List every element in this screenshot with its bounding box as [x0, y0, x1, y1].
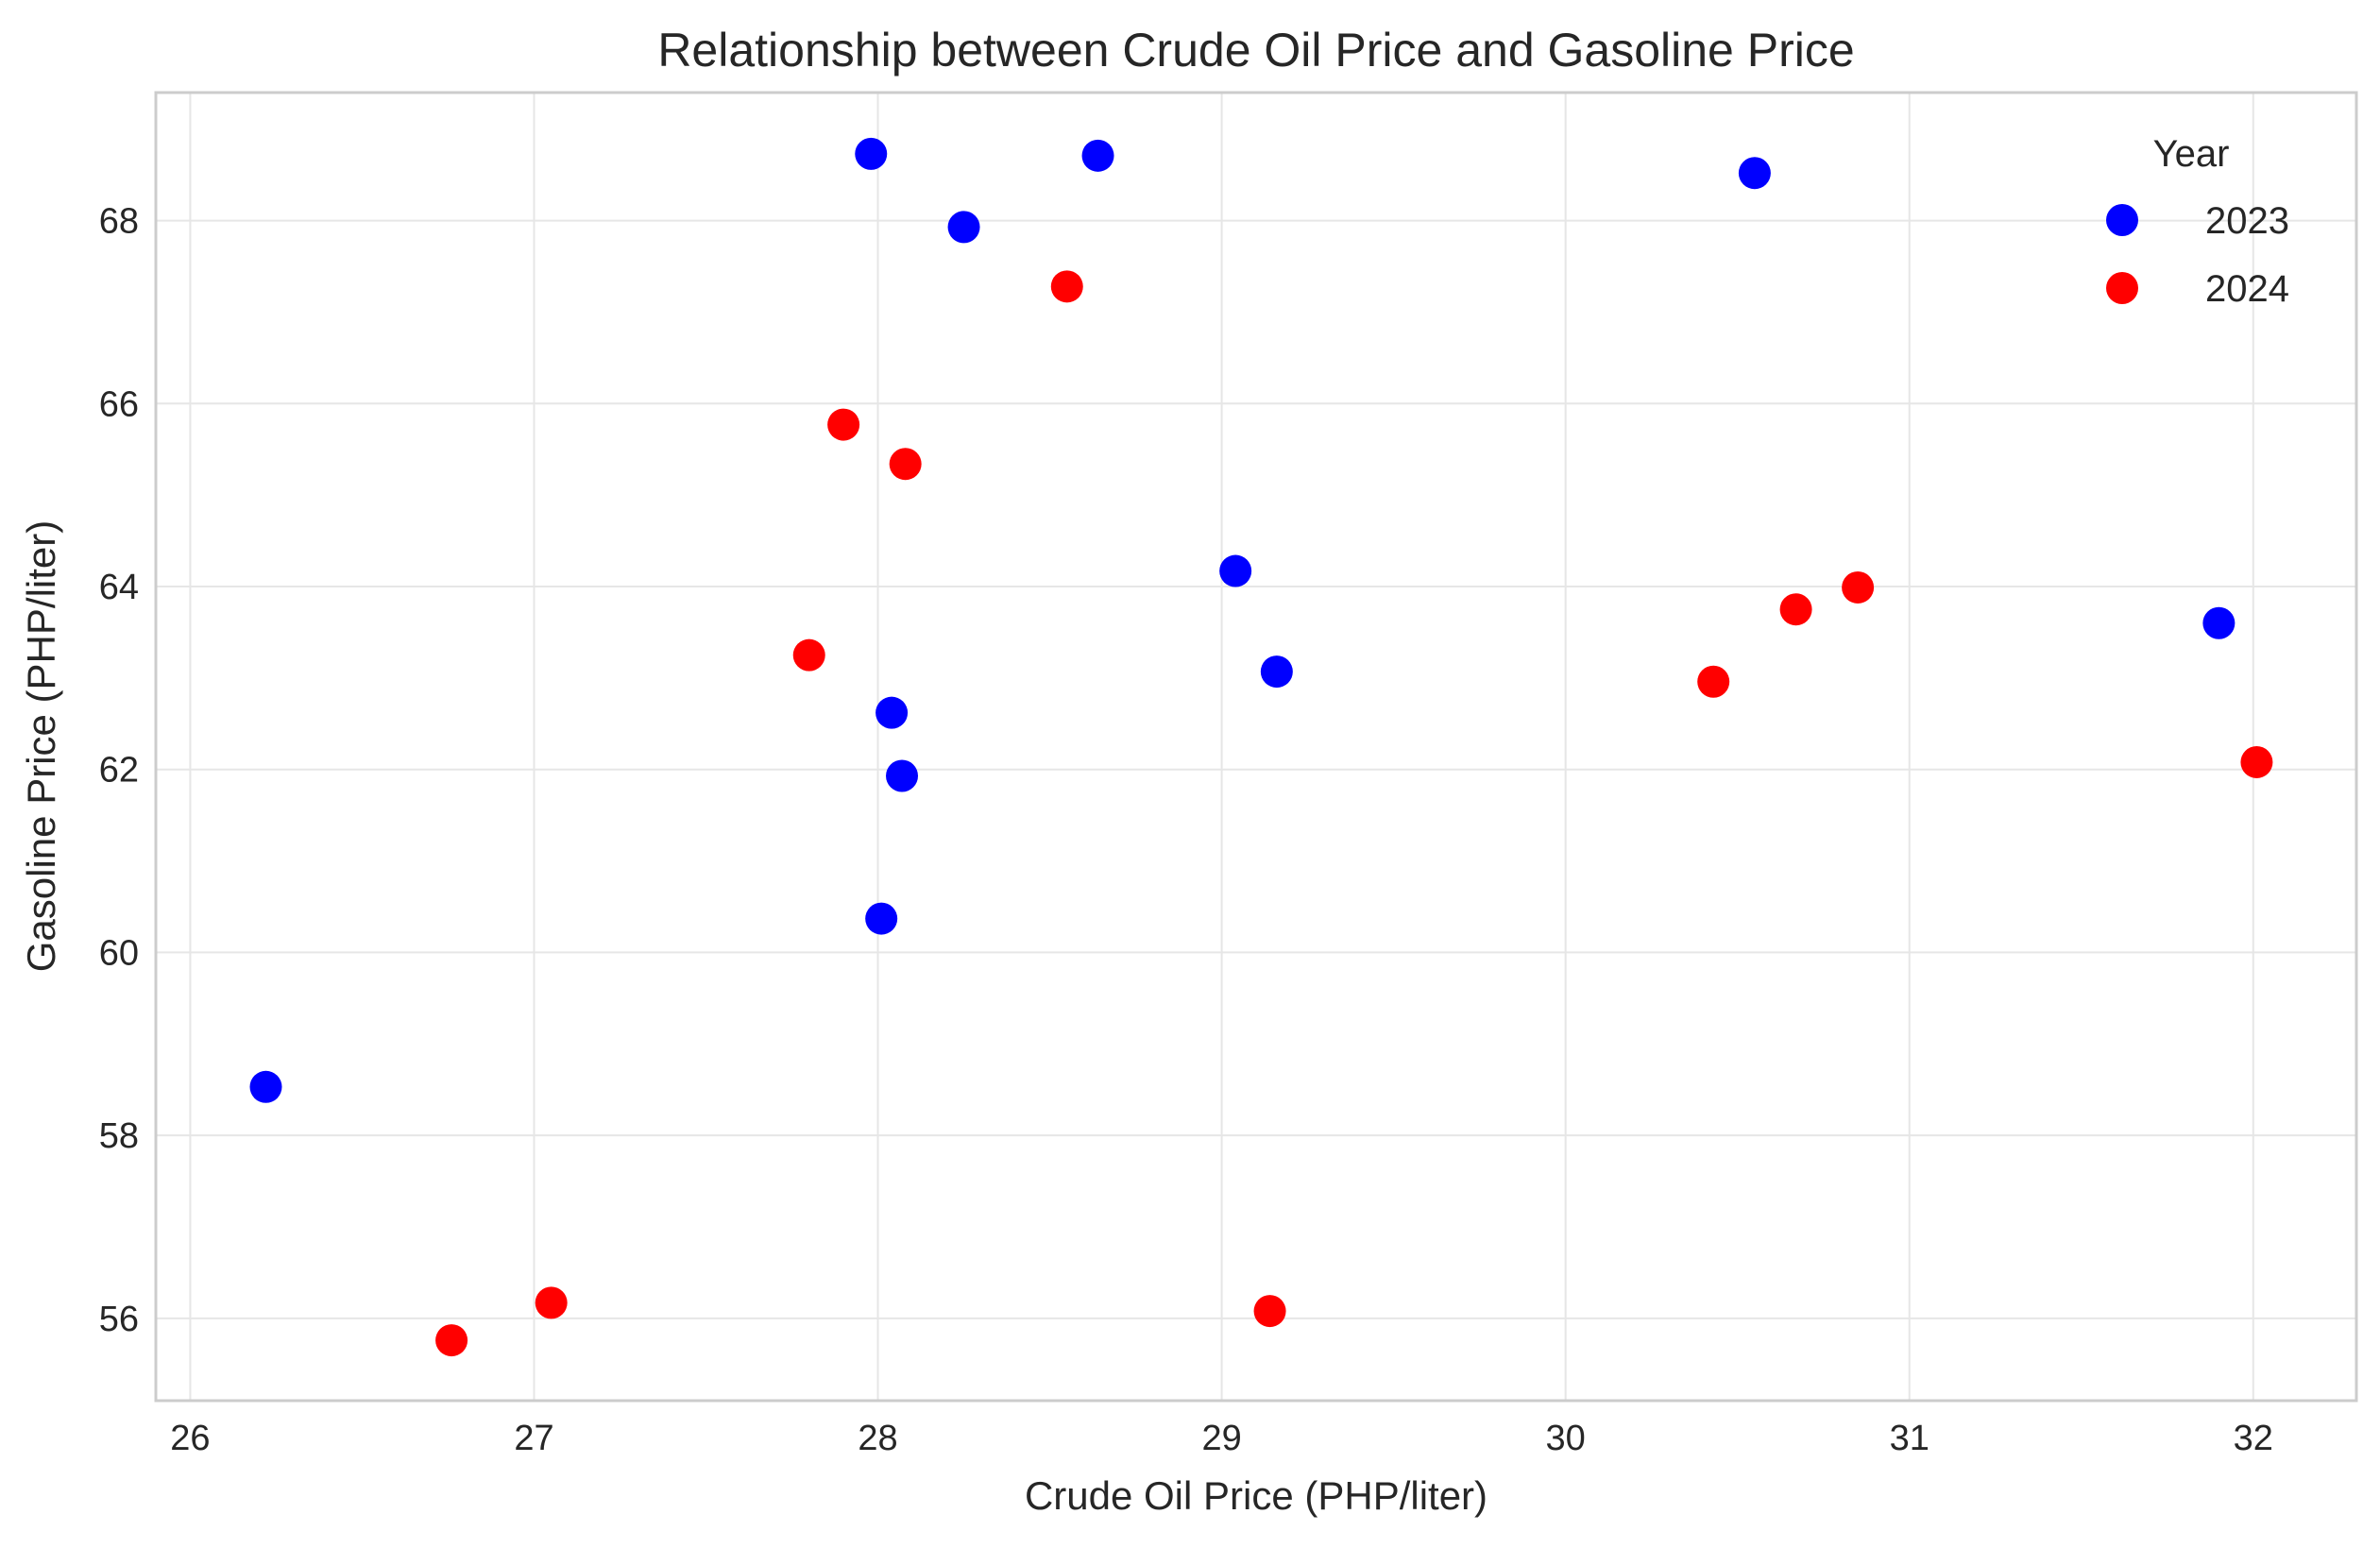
- x-tick-label: 31: [1890, 1419, 1930, 1458]
- data-point-2023: [1739, 157, 1771, 189]
- y-tick-label: 68: [99, 202, 139, 242]
- data-point-2023: [2202, 607, 2235, 639]
- series-2024: [435, 270, 2272, 1356]
- data-point-2023: [886, 759, 918, 791]
- legend-item-2024: 2024: [2106, 268, 2289, 310]
- x-axis-label: Crude Oil Price (PHP/liter): [1025, 1473, 1488, 1518]
- data-points: [250, 138, 2273, 1356]
- x-tick-label: 32: [2234, 1419, 2273, 1458]
- y-axis-label: Gasoline Price (PHP/liter): [19, 520, 63, 972]
- legend-title: Year: [2153, 133, 2230, 175]
- data-point-2024: [827, 409, 859, 441]
- data-point-2023: [865, 903, 897, 935]
- data-point-2024: [2240, 746, 2272, 778]
- data-point-2023: [948, 211, 980, 243]
- x-tick-label: 29: [1201, 1419, 1241, 1458]
- data-point-2024: [1842, 571, 1874, 604]
- y-tick-label: 60: [99, 933, 139, 973]
- legend-marker: [2106, 204, 2138, 236]
- data-point-2024: [1254, 1295, 1286, 1327]
- data-point-2024: [1051, 270, 1083, 302]
- data-point-2024: [890, 448, 922, 480]
- data-point-2023: [250, 1071, 282, 1103]
- data-point-2024: [793, 639, 825, 672]
- x-tick-label: 30: [1546, 1419, 1586, 1458]
- y-tick-label: 66: [99, 384, 139, 424]
- legend-items: 2023 2024: [2106, 200, 2289, 310]
- data-point-2023: [1219, 555, 1251, 587]
- data-point-2024: [1697, 666, 1729, 698]
- y-tick-label: 56: [99, 1300, 139, 1339]
- data-point-2023: [855, 138, 887, 170]
- legend-label: 2023: [2205, 200, 2289, 242]
- legend-label: 2024: [2205, 268, 2289, 310]
- y-tick-label: 62: [99, 751, 139, 791]
- data-point-2023: [1261, 655, 1293, 688]
- data-point-2024: [536, 1286, 568, 1318]
- x-tick-label: 26: [170, 1419, 210, 1458]
- y-tick-label: 64: [99, 568, 139, 607]
- x-tick-label: 27: [514, 1419, 553, 1458]
- series-2023: [250, 138, 2236, 1103]
- axis-ticks: 26 27 28 29 30 31 32 56 58 60 62 64 66 68: [99, 202, 2273, 1458]
- data-point-2023: [876, 697, 908, 729]
- grid-lines: [156, 93, 2356, 1401]
- data-point-2024: [435, 1324, 468, 1356]
- x-tick-label: 28: [858, 1419, 897, 1458]
- legend-marker: [2106, 272, 2138, 304]
- data-point-2023: [1082, 140, 1114, 172]
- data-point-2024: [1780, 593, 1812, 625]
- y-tick-label: 58: [99, 1116, 139, 1156]
- chart-title: Relationship between Crude Oil Price and…: [657, 24, 1854, 77]
- plot-area-frame: [156, 93, 2356, 1401]
